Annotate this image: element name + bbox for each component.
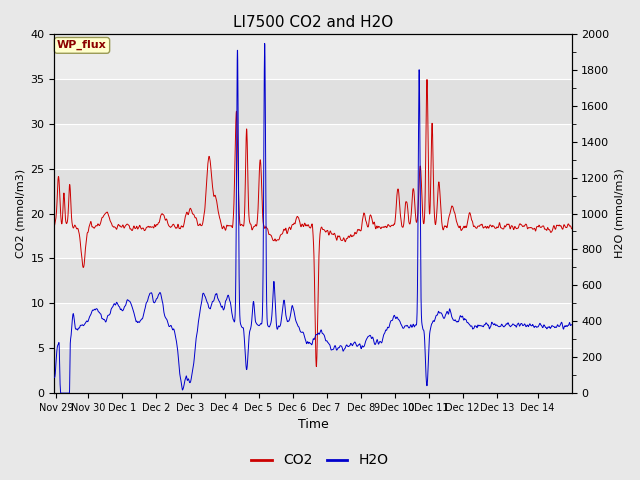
Bar <box>54 79 572 124</box>
X-axis label: Time: Time <box>298 419 328 432</box>
Y-axis label: CO2 (mmol/m3): CO2 (mmol/m3) <box>15 169 25 258</box>
Legend: CO2, H2O: CO2, H2O <box>246 448 394 473</box>
Bar <box>54 124 572 168</box>
Bar <box>54 34 572 79</box>
Text: WP_flux: WP_flux <box>57 40 107 50</box>
Bar <box>54 303 572 348</box>
Bar <box>54 258 572 303</box>
Title: LI7500 CO2 and H2O: LI7500 CO2 and H2O <box>233 15 393 30</box>
Bar <box>54 168 572 214</box>
Bar <box>54 348 572 393</box>
Bar <box>54 214 572 258</box>
Y-axis label: H2O (mmol/m3): H2O (mmol/m3) <box>615 168 625 258</box>
